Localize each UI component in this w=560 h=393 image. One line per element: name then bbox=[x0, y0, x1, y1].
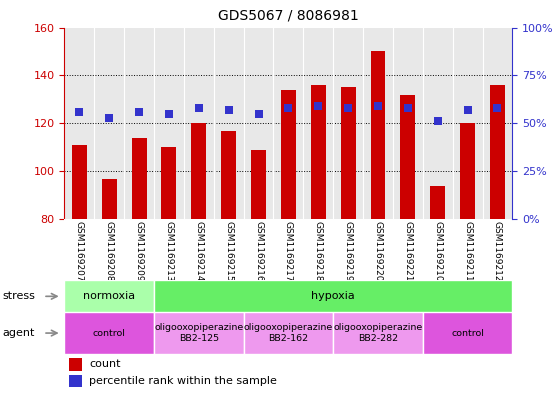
Text: GSM1169219: GSM1169219 bbox=[344, 221, 353, 282]
Text: GSM1169213: GSM1169213 bbox=[165, 221, 174, 282]
Text: agent: agent bbox=[3, 328, 35, 338]
Text: GSM1169220: GSM1169220 bbox=[374, 221, 382, 282]
Point bbox=[254, 111, 263, 117]
Text: GDS5067 / 8086981: GDS5067 / 8086981 bbox=[218, 9, 359, 23]
Text: control: control bbox=[93, 329, 125, 338]
Point bbox=[224, 107, 233, 113]
Bar bbox=[192, 123, 206, 219]
Point bbox=[433, 118, 442, 125]
Bar bbox=[161, 147, 176, 219]
Bar bbox=[64, 280, 154, 312]
Text: oligooxopiperazine
BB2-162: oligooxopiperazine BB2-162 bbox=[244, 323, 333, 343]
Bar bbox=[132, 138, 147, 219]
Bar bbox=[311, 85, 326, 219]
Point bbox=[344, 105, 353, 111]
Bar bbox=[69, 358, 82, 371]
Point bbox=[75, 109, 84, 115]
Bar bbox=[423, 312, 512, 354]
Point bbox=[493, 105, 502, 111]
Text: oligooxopiperazine
BB2-125: oligooxopiperazine BB2-125 bbox=[154, 323, 244, 343]
Text: percentile rank within the sample: percentile rank within the sample bbox=[89, 376, 277, 386]
Bar bbox=[154, 312, 244, 354]
Point bbox=[194, 105, 203, 111]
Bar bbox=[244, 312, 333, 354]
Bar bbox=[430, 186, 445, 219]
Bar bbox=[154, 280, 512, 312]
Bar bbox=[102, 178, 116, 219]
Point bbox=[463, 107, 472, 113]
Text: GSM1169215: GSM1169215 bbox=[224, 221, 233, 282]
Point bbox=[105, 114, 114, 121]
Text: count: count bbox=[89, 359, 120, 369]
Text: GSM1169216: GSM1169216 bbox=[254, 221, 263, 282]
Text: GSM1169218: GSM1169218 bbox=[314, 221, 323, 282]
Text: oligooxopiperazine
BB2-282: oligooxopiperazine BB2-282 bbox=[333, 323, 423, 343]
Point bbox=[165, 111, 174, 117]
Bar bbox=[340, 87, 356, 219]
Bar bbox=[333, 312, 423, 354]
Bar bbox=[371, 51, 385, 219]
Text: GSM1169212: GSM1169212 bbox=[493, 221, 502, 282]
Bar bbox=[251, 150, 266, 219]
Text: control: control bbox=[451, 329, 484, 338]
Bar bbox=[460, 123, 475, 219]
Text: GSM1169207: GSM1169207 bbox=[75, 221, 84, 282]
Bar bbox=[490, 85, 505, 219]
Point bbox=[314, 103, 323, 109]
Point bbox=[403, 105, 412, 111]
Text: normoxia: normoxia bbox=[83, 291, 136, 301]
Bar bbox=[69, 375, 82, 387]
Bar bbox=[281, 90, 296, 219]
Point bbox=[374, 103, 382, 109]
Point bbox=[284, 105, 293, 111]
Point bbox=[134, 109, 143, 115]
Text: GSM1169211: GSM1169211 bbox=[463, 221, 472, 282]
Text: GSM1169217: GSM1169217 bbox=[284, 221, 293, 282]
Text: GSM1169210: GSM1169210 bbox=[433, 221, 442, 282]
Text: hypoxia: hypoxia bbox=[311, 291, 355, 301]
Text: GSM1169214: GSM1169214 bbox=[194, 221, 203, 282]
Text: GSM1169209: GSM1169209 bbox=[134, 221, 143, 282]
Text: stress: stress bbox=[3, 291, 36, 301]
Bar bbox=[400, 95, 416, 219]
Text: GSM1169208: GSM1169208 bbox=[105, 221, 114, 282]
Bar bbox=[221, 130, 236, 219]
Bar bbox=[72, 145, 87, 219]
Bar bbox=[64, 312, 154, 354]
Text: GSM1169221: GSM1169221 bbox=[403, 221, 412, 282]
